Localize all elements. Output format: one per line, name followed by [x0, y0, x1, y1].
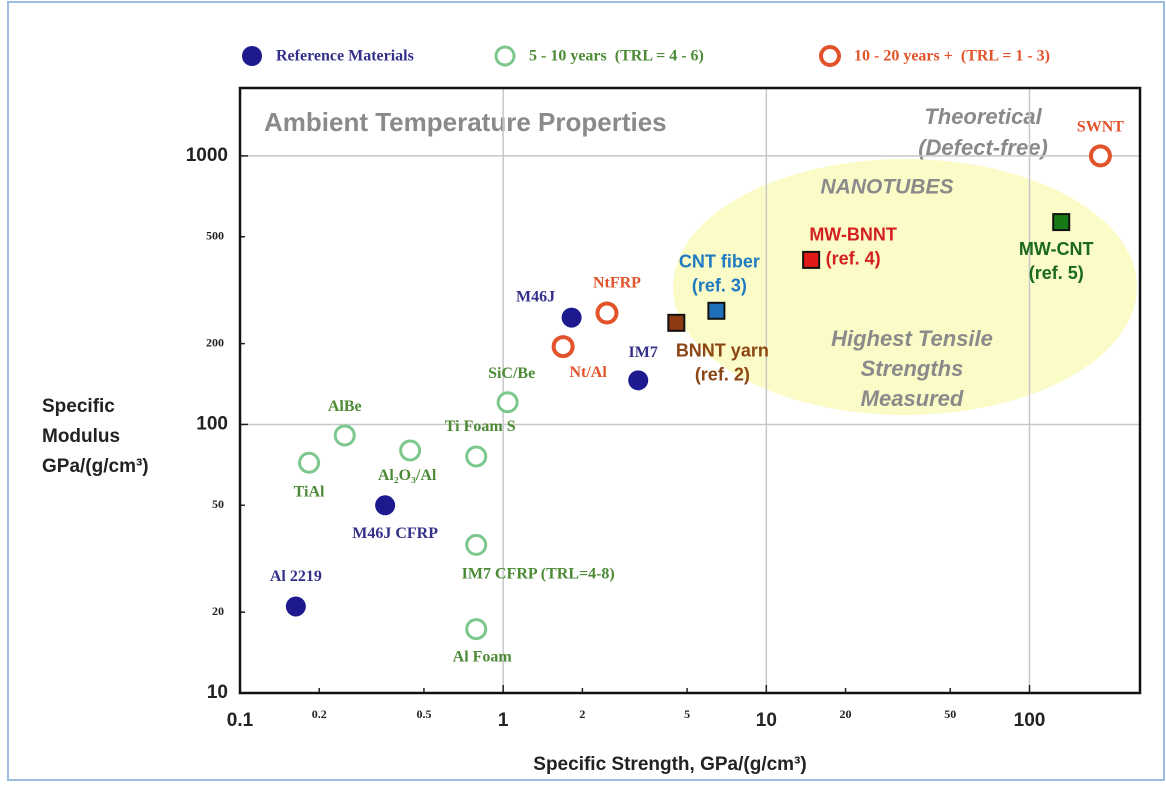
- y-tick-label: 1000: [186, 145, 228, 166]
- point: [496, 391, 519, 414]
- point: [465, 445, 488, 468]
- point-label: IM7: [629, 344, 658, 361]
- legend-label: Reference Materials: [276, 48, 414, 65]
- point-label: MW-BNNT: [809, 225, 897, 245]
- annotation: NANOTUBES: [820, 176, 953, 199]
- point: [628, 370, 649, 391]
- point: [333, 424, 356, 447]
- plot-area: [238, 86, 1142, 695]
- point: [298, 451, 321, 474]
- legend-marker: [242, 46, 262, 66]
- y-axis-label: Modulus: [42, 426, 120, 447]
- point: [375, 495, 396, 516]
- legend-marker: [494, 45, 516, 67]
- y-tick-label: 50: [212, 497, 224, 511]
- point-label: Nt/Al: [569, 364, 607, 381]
- point-label: (ref. 2): [695, 365, 750, 385]
- x-tick-label: 2: [579, 707, 585, 721]
- y-axis-label: Specific: [42, 396, 115, 417]
- x-tick-label: 0.1: [227, 710, 254, 731]
- point-label: TiAl: [294, 483, 325, 500]
- y-tick-label: 100: [196, 413, 228, 434]
- x-tick-label: 20: [840, 707, 852, 721]
- legend-label: 5 - 10 years (TRL = 4 - 6): [529, 48, 704, 65]
- point: [399, 439, 422, 462]
- point-label: Al 2219: [270, 568, 322, 585]
- x-tick-label: 5: [684, 707, 690, 721]
- point-label: SWNT: [1077, 119, 1124, 136]
- point-label: SiC/Be: [488, 365, 535, 382]
- point-label: M46J CFRP: [352, 525, 438, 542]
- x-tick-label: 50: [944, 707, 956, 721]
- point-label: Ti Foam S: [445, 418, 516, 435]
- point-label: NtFRP: [593, 275, 641, 292]
- point-label: (ref. 3): [692, 276, 747, 296]
- point: [561, 307, 582, 328]
- point-label: (ref. 4): [826, 249, 881, 269]
- x-tick-label: 10: [756, 710, 777, 731]
- x-tick-label: 100: [1014, 710, 1046, 731]
- point-label: Al₂O₃/Al: [378, 467, 437, 484]
- point-label: IM7 CFRP (TRL=4-8): [462, 566, 615, 583]
- x-axis-label: Specific Strength, GPa/(g/cm³): [533, 754, 806, 775]
- point-label: CNT fiber: [679, 252, 760, 272]
- legend-label: 10 - 20 years + (TRL = 1 - 3): [854, 48, 1050, 65]
- point-label: (ref. 5): [1029, 263, 1084, 283]
- annotation: Strengths: [861, 356, 964, 381]
- legend-marker: [819, 45, 841, 67]
- square-marker: [667, 313, 686, 332]
- y-tick-label: 500: [206, 228, 224, 242]
- y-tick-label: 200: [206, 335, 224, 349]
- point-label: M46J: [516, 288, 555, 305]
- y-tick-label: 20: [212, 604, 224, 618]
- x-tick-label: 1: [498, 710, 509, 731]
- point: [285, 596, 306, 617]
- point-label: Al Foam: [453, 649, 513, 666]
- square-marker: [1052, 213, 1071, 232]
- point-label: BNNT yarn: [676, 341, 769, 361]
- point: [1088, 144, 1112, 168]
- chart-title: Ambient Temperature Properties: [264, 107, 667, 137]
- y-axis-label: GPa/(g/cm³): [42, 456, 149, 477]
- annotation: Highest Tensile: [831, 326, 993, 351]
- point-label: AlBe: [328, 398, 362, 415]
- square-marker: [802, 250, 821, 269]
- point-label: MW-CNT: [1019, 239, 1094, 259]
- y-tick-label: 10: [207, 682, 228, 703]
- point: [465, 533, 488, 556]
- annotation: Measured: [861, 386, 964, 411]
- point: [551, 335, 575, 359]
- annotation: Theoretical: [924, 104, 1042, 129]
- square-marker: [707, 301, 726, 320]
- x-tick-label: 0.2: [312, 707, 327, 721]
- point: [465, 618, 488, 641]
- x-tick-label: 0.5: [416, 707, 431, 721]
- nanotube-region: [673, 159, 1137, 415]
- point: [595, 301, 619, 325]
